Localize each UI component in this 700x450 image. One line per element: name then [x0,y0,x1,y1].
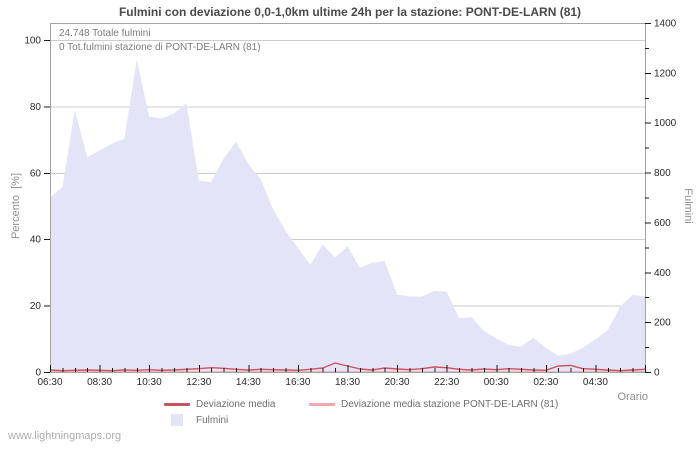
x-tick-label: 22:30 [434,377,459,388]
y-left-tick-label: 80 [30,102,42,113]
x-axis-title: Orario [617,391,648,403]
legend-label-deviazione-stazione: Deviazione media stazione PONT-DE-LARN (… [341,399,559,410]
y-right-tick-label: 1000 [654,118,677,129]
annotation-station-total: 0 Tot.fulmini stazione di PONT-DE-LARN (… [59,42,261,53]
x-tick-label: 18:30 [335,377,360,388]
y-axis-left-title: Percento [%] [10,172,22,240]
x-tick-label: 10:30 [137,377,162,388]
legend-label-fulmini: Fulmini [196,415,229,426]
x-tick-label: 02:30 [533,377,558,388]
y-left-tick-label: 60 [30,168,42,179]
legend-swatch-fulmini [171,414,183,426]
x-tick-label: 06:30 [37,377,62,388]
legend-swatch-deviazione-media [164,403,190,406]
x-tick-label: 00:30 [484,377,509,388]
y-right-tick-label: 1200 [654,68,677,79]
y-right-tick-label: 200 [654,318,671,329]
y-right-tick-label: 1400 [654,19,677,30]
legend-label-deviazione-media: Deviazione media [196,399,276,410]
fulmini-area [50,59,645,372]
fulmini-area-series [50,59,645,372]
x-tick-label: 08:30 [87,377,112,388]
y-right-tick-label: 800 [654,168,671,179]
y-left-tick-label: 100 [24,36,41,47]
axis-tick-labels: 06:30 08:30 10:30 12:30 14:30 16:30 18:30 20:30… [24,19,676,389]
axis-ticks [44,23,651,373]
y-left-tick-label: 20 [30,301,42,312]
x-tick-label: 14:30 [236,377,261,388]
x-tick-label: 16:30 [285,377,310,388]
y-left-tick-label: 40 [30,235,42,246]
annotation-total-fulmini: 24.748 Totale fulmini [59,28,151,39]
legend-swatch-deviazione-stazione [309,403,335,406]
watermark-link[interactable]: www.lightningmaps.org [8,430,122,442]
x-tick-label: 04:30 [583,377,608,388]
chart-title: Fulmini con deviazione 0,0-1,0km ultime … [118,5,582,19]
y-right-tick-label: 0 [654,368,660,379]
y-right-tick-label: 400 [654,268,671,279]
x-tick-label: 20:30 [385,377,410,388]
y-axis-right-title: Fulmini [682,188,694,224]
x-tick-label: 12:30 [186,377,211,388]
y-right-tick-label: 600 [654,218,671,229]
y-left-tick-label: 0 [35,368,41,379]
